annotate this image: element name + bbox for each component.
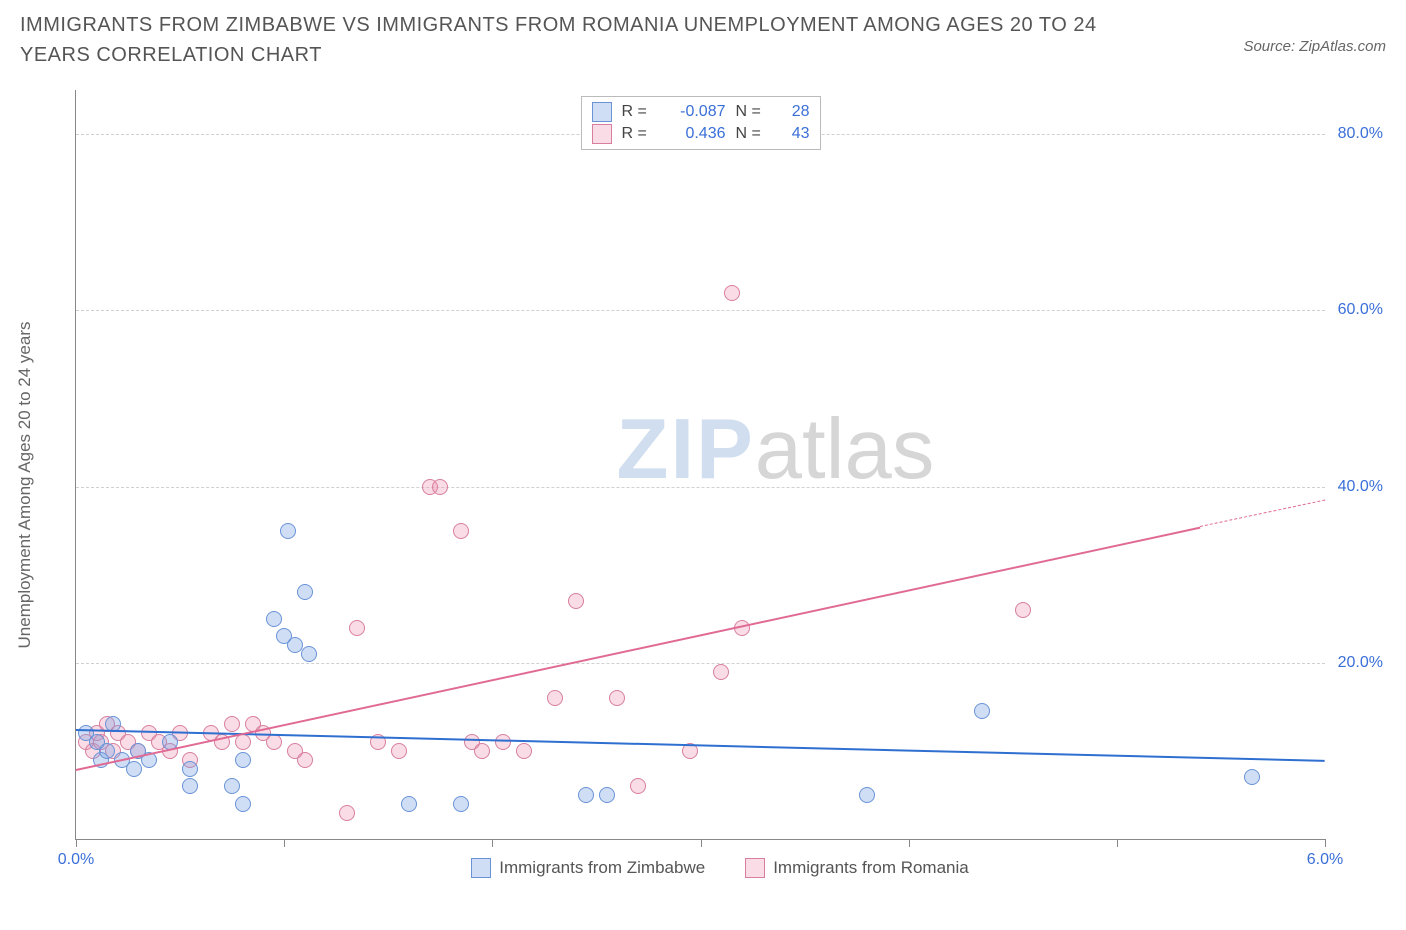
- data-point: [713, 664, 729, 680]
- chart-area: Unemployment Among Ages 20 to 24 years Z…: [55, 90, 1385, 880]
- gridline: [76, 663, 1325, 664]
- y-tick-label: 20.0%: [1338, 654, 1383, 672]
- data-point: [630, 778, 646, 794]
- data-point: [126, 761, 142, 777]
- data-point: [235, 734, 251, 750]
- data-point: [1244, 769, 1260, 785]
- trend-line: [1200, 500, 1325, 527]
- x-tick: [76, 839, 77, 847]
- data-point: [287, 637, 303, 653]
- r-value: -0.087: [666, 103, 726, 121]
- series-legend: Immigrants from Zimbabwe Immigrants from…: [55, 858, 1385, 878]
- x-tick: [1117, 839, 1118, 847]
- data-point: [339, 805, 355, 821]
- data-point: [568, 593, 584, 609]
- series2-swatch: [592, 124, 612, 144]
- plot-region: ZIPatlas R = -0.087 N = 28 R = 0.436 N =…: [75, 90, 1325, 840]
- legend-row: R = -0.087 N = 28: [592, 101, 810, 123]
- data-point: [349, 620, 365, 636]
- n-label: N =: [736, 125, 770, 143]
- r-value: 0.436: [666, 125, 726, 143]
- data-point: [974, 703, 990, 719]
- r-label: R =: [622, 125, 656, 143]
- data-point: [266, 734, 282, 750]
- data-point: [724, 285, 740, 301]
- data-point: [547, 690, 563, 706]
- data-point: [280, 523, 296, 539]
- chart-title: IMMIGRANTS FROM ZIMBABWE VS IMMIGRANTS F…: [20, 10, 1140, 70]
- data-point: [495, 734, 511, 750]
- series2-swatch: [745, 858, 765, 878]
- data-point: [99, 743, 115, 759]
- data-point: [182, 761, 198, 777]
- series1-swatch: [471, 858, 491, 878]
- data-point: [182, 778, 198, 794]
- data-point: [266, 611, 282, 627]
- data-point: [578, 787, 594, 803]
- legend-label: Immigrants from Romania: [773, 858, 969, 878]
- data-point: [859, 787, 875, 803]
- data-point: [301, 646, 317, 662]
- source-citation: Source: ZipAtlas.com: [1243, 38, 1386, 55]
- y-tick-label: 40.0%: [1338, 478, 1383, 496]
- legend-item: Immigrants from Romania: [745, 858, 969, 878]
- data-point: [391, 743, 407, 759]
- data-point: [224, 716, 240, 732]
- n-value: 43: [780, 125, 810, 143]
- data-point: [599, 787, 615, 803]
- trend-line: [76, 729, 1325, 762]
- chart-container: IMMIGRANTS FROM ZIMBABWE VS IMMIGRANTS F…: [0, 0, 1406, 930]
- r-label: R =: [622, 103, 656, 121]
- data-point: [224, 778, 240, 794]
- data-point: [432, 479, 448, 495]
- x-tick: [701, 839, 702, 847]
- x-tick: [284, 839, 285, 847]
- data-point: [297, 584, 313, 600]
- watermark-part2: atlas: [755, 402, 935, 497]
- y-tick-label: 60.0%: [1338, 301, 1383, 319]
- y-axis-label: Unemployment Among Ages 20 to 24 years: [15, 322, 35, 649]
- data-point: [1015, 602, 1031, 618]
- correlation-legend: R = -0.087 N = 28 R = 0.436 N = 43: [581, 96, 821, 150]
- watermark-part1: ZIP: [617, 402, 755, 497]
- n-value: 28: [780, 103, 810, 121]
- legend-row: R = 0.436 N = 43: [592, 123, 810, 145]
- x-tick: [1325, 839, 1326, 847]
- data-point: [235, 796, 251, 812]
- data-point: [453, 796, 469, 812]
- y-tick-label: 80.0%: [1338, 125, 1383, 143]
- data-point: [453, 523, 469, 539]
- header-row: IMMIGRANTS FROM ZIMBABWE VS IMMIGRANTS F…: [0, 0, 1406, 70]
- data-point: [474, 743, 490, 759]
- data-point: [297, 752, 313, 768]
- x-tick: [909, 839, 910, 847]
- gridline: [76, 487, 1325, 488]
- data-point: [516, 743, 532, 759]
- legend-item: Immigrants from Zimbabwe: [471, 858, 705, 878]
- gridline: [76, 310, 1325, 311]
- data-point: [609, 690, 625, 706]
- data-point: [235, 752, 251, 768]
- data-point: [401, 796, 417, 812]
- legend-label: Immigrants from Zimbabwe: [499, 858, 705, 878]
- n-label: N =: [736, 103, 770, 121]
- series1-swatch: [592, 102, 612, 122]
- watermark: ZIPatlas: [617, 401, 935, 499]
- trend-line: [76, 526, 1201, 770]
- x-tick: [492, 839, 493, 847]
